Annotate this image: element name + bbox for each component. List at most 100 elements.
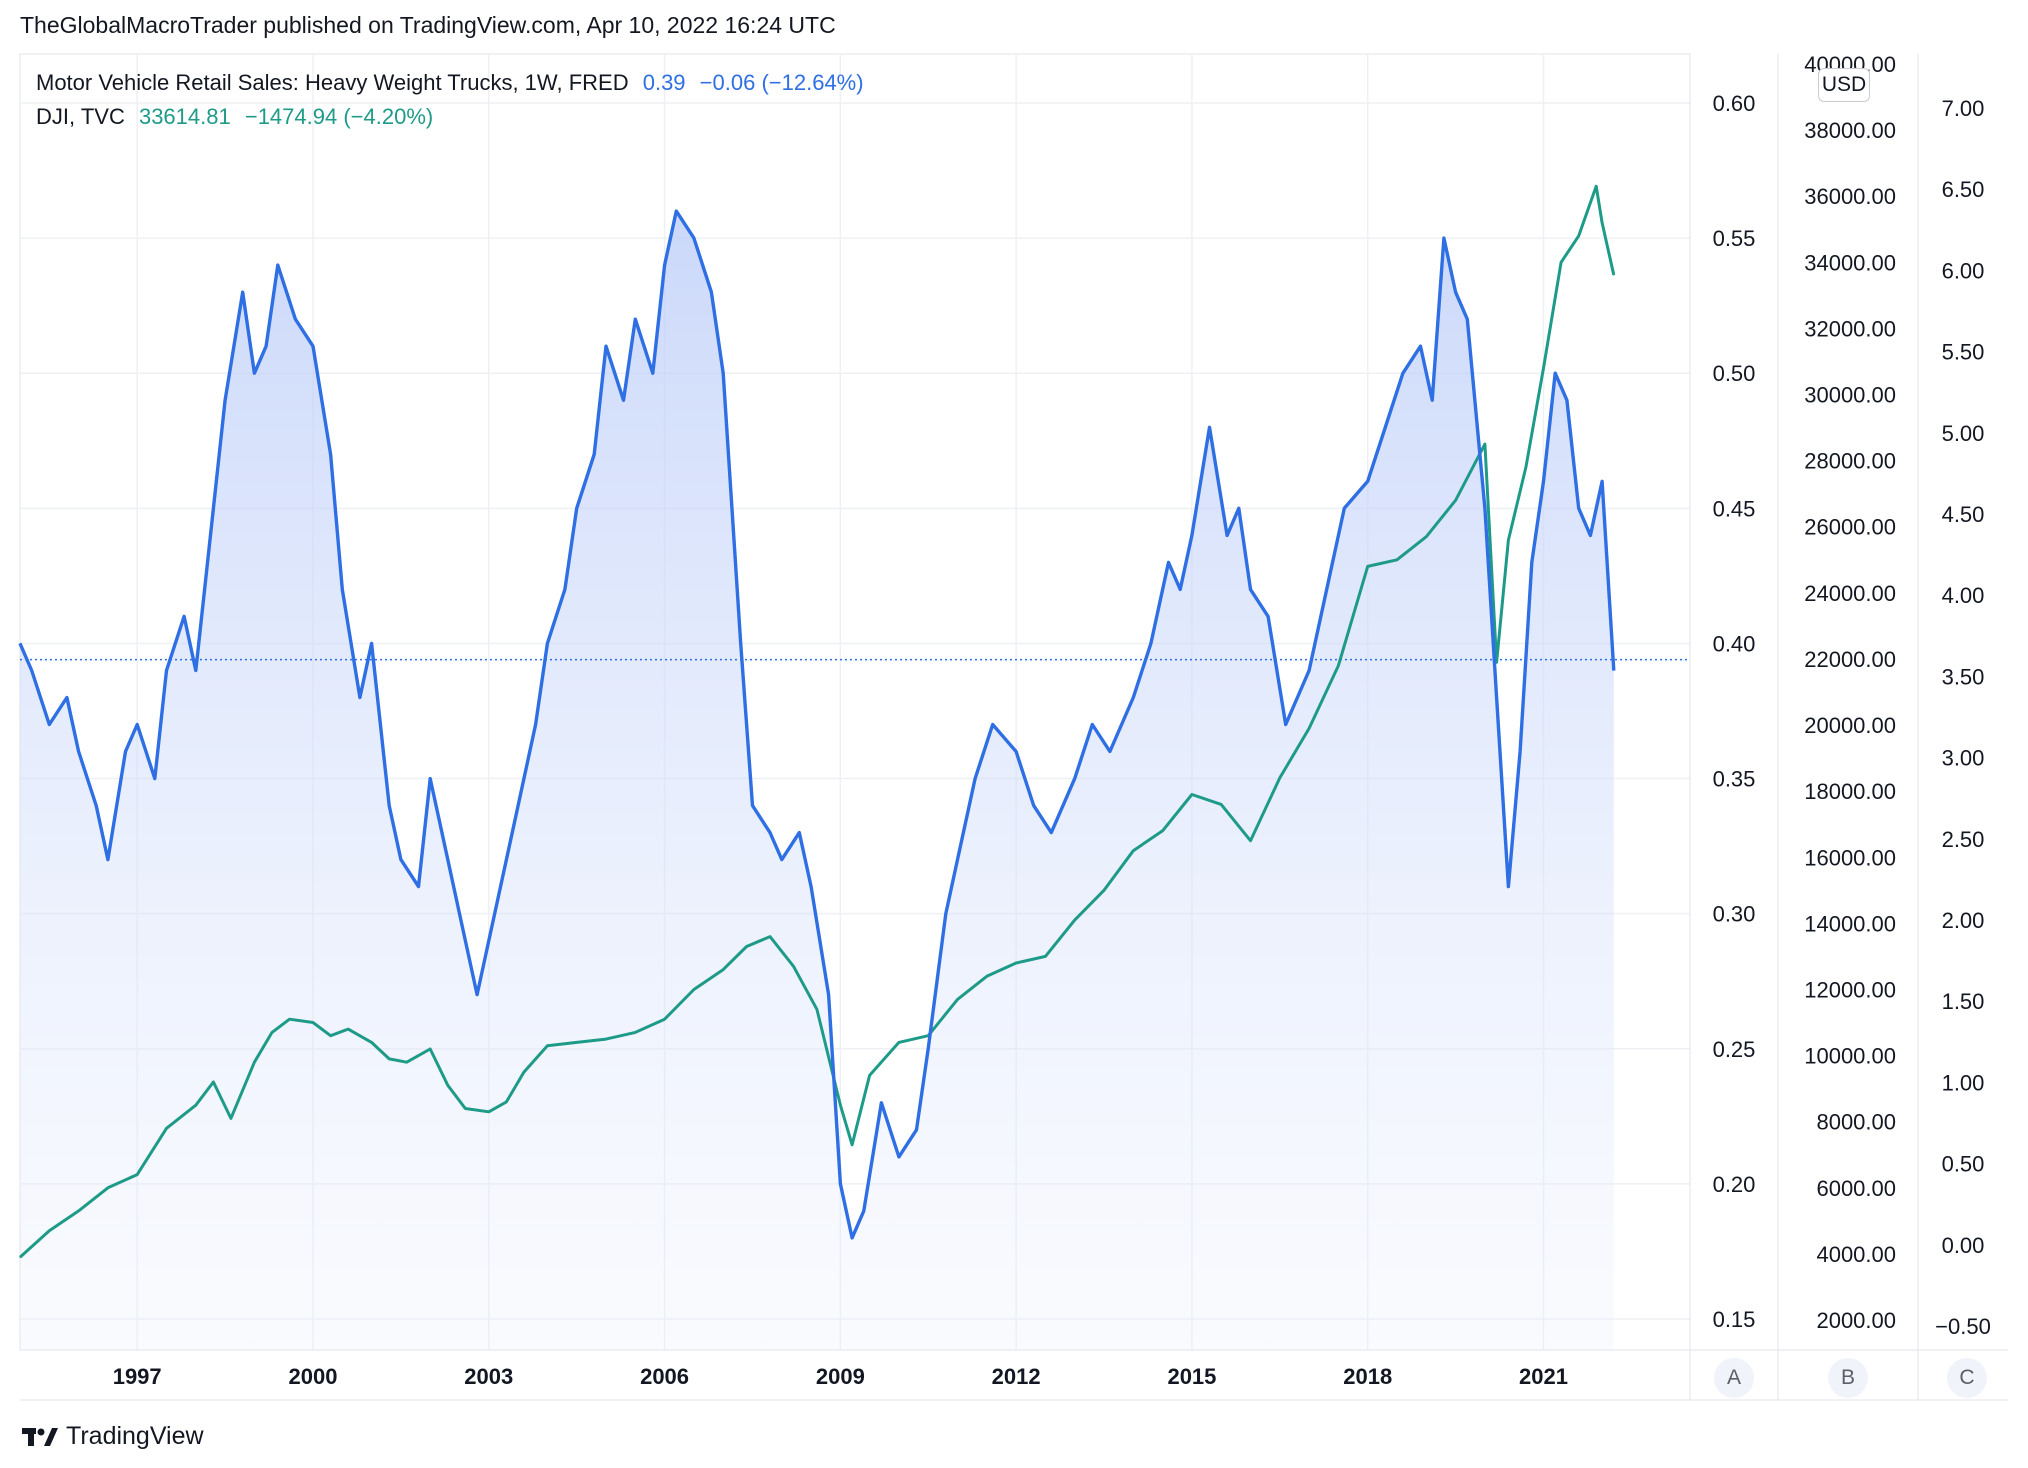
trucks-data-point xyxy=(1074,778,1076,780)
trucks-data-point xyxy=(1519,751,1521,753)
dji-data-point xyxy=(289,1018,291,1020)
legend-dji[interactable]: DJI, TVC 33614.81 −1474.94 (−4.20%) xyxy=(36,104,441,130)
dji-data-point xyxy=(1044,955,1046,957)
trucks-data-point xyxy=(863,1210,865,1212)
dji-data-point xyxy=(986,975,988,977)
x-tick-label: 2006 xyxy=(640,1364,689,1389)
axis-b-tick-label: 18000.00 xyxy=(1804,779,1896,804)
trucks-data-point xyxy=(476,994,478,996)
trucks-data-point xyxy=(458,913,460,915)
trucks-data-point xyxy=(593,453,595,455)
dji-data-point xyxy=(1507,539,1509,541)
legend-trucks-name: Motor Vehicle Retail Sales: Heavy Weight… xyxy=(36,70,629,95)
axis-a-labels: 0.60 0.55 0.50 0.45 0.40 0.35 0.30 0.25 0.20 0.15 xyxy=(1713,91,1756,1332)
trucks-data-point xyxy=(693,237,695,239)
axis-b-tick-label: 6000.00 xyxy=(1816,1176,1896,1201)
trucks-data-point xyxy=(634,318,636,320)
x-tick-label: 2000 xyxy=(289,1364,338,1389)
dji-data-point xyxy=(546,1045,548,1047)
x-tick-label: 2003 xyxy=(464,1364,513,1389)
trucks-data-point xyxy=(1484,507,1486,509)
trucks-data-point xyxy=(751,805,753,807)
trucks-data-point xyxy=(1419,345,1421,347)
publisher-line: TheGlobalMacroTrader published on Tradin… xyxy=(20,12,836,38)
trucks-data-point xyxy=(957,859,959,861)
dji-data-point xyxy=(816,1008,818,1010)
trucks-data-point xyxy=(242,291,244,293)
dji-data-point xyxy=(388,1058,390,1060)
dji-data-point xyxy=(505,1101,507,1103)
dji-data-point xyxy=(195,1104,197,1106)
axis-b-tick-label: 20000.00 xyxy=(1804,713,1896,738)
dji-data-point xyxy=(464,1107,466,1109)
axis-c-tick-label: 1.50 xyxy=(1942,989,1985,1014)
trucks-data-point xyxy=(1050,832,1052,834)
trucks-data-point xyxy=(898,1156,900,1158)
dji-data-point xyxy=(1367,565,1369,567)
axis-a-tick-label: 0.50 xyxy=(1713,361,1756,386)
trucks-data-point xyxy=(851,1237,853,1239)
dji-series-line[interactable] xyxy=(18,184,1616,1259)
trucks-data-point xyxy=(78,751,80,753)
axis-b-labels: 40000.0038000.0036000.0034000.0032000.00… xyxy=(1804,52,1896,1333)
trucks-data-point xyxy=(95,805,97,807)
trucks-data-point xyxy=(1179,588,1181,590)
dji-data-point xyxy=(136,1174,138,1176)
trucks-data-point xyxy=(19,642,21,644)
x-tick-label: 2015 xyxy=(1167,1364,1216,1389)
trucks-data-point xyxy=(107,859,109,861)
dji-data-point xyxy=(927,1035,929,1037)
trucks-data-point xyxy=(1589,534,1591,536)
dji-data-point xyxy=(523,1071,525,1073)
axis-c-tick-label: 4.00 xyxy=(1942,583,1985,608)
trucks-data-point xyxy=(1326,588,1328,590)
axis-b-tick-label: 26000.00 xyxy=(1804,515,1896,540)
trucks-data-point xyxy=(1384,426,1386,428)
axis-b-tick-label: 32000.00 xyxy=(1804,316,1896,341)
dji-data-point xyxy=(1132,850,1134,852)
footer-brand[interactable]: TradingView xyxy=(22,1422,204,1451)
trucks-data-point xyxy=(212,507,214,509)
axis-c-tick-label: 2.00 xyxy=(1942,908,1985,933)
x-tick-label: 2009 xyxy=(816,1364,865,1389)
legend-dji-value: 33614.81 xyxy=(138,104,231,129)
dji-data-point xyxy=(488,1111,490,1113)
axis-a-tick-label: 0.60 xyxy=(1713,91,1756,116)
trucks-data-point xyxy=(992,724,994,726)
dji-data-point xyxy=(1601,222,1603,224)
trucks-data-point xyxy=(535,724,537,726)
trucks-data-point xyxy=(1285,724,1287,726)
trucks-data-point xyxy=(265,345,267,347)
trucks-data-point xyxy=(154,778,156,780)
axis-b-tick-label: 14000.00 xyxy=(1804,911,1896,936)
tradingview-logo-icon xyxy=(22,1426,58,1448)
trucks-data-point xyxy=(1507,886,1509,888)
legend-dji-name: DJI, TVC xyxy=(36,104,125,129)
legend-trucks[interactable]: Motor Vehicle Retail Sales: Heavy Weight… xyxy=(36,70,872,96)
axis-button-b[interactable]: B xyxy=(1828,1358,1868,1398)
trucks-data-point xyxy=(1431,399,1433,401)
dji-data-point xyxy=(769,936,771,938)
dji-data-point xyxy=(48,1230,50,1232)
dji-data-point xyxy=(898,1041,900,1043)
trucks-data-point xyxy=(1554,372,1556,374)
axis-a-tick-label: 0.35 xyxy=(1713,767,1756,792)
dji-data-point xyxy=(1396,559,1398,561)
trucks-data-point xyxy=(48,724,50,726)
dji-data-point xyxy=(1525,466,1527,468)
trucks-data-point xyxy=(371,642,373,644)
axis-a-tick-label: 0.20 xyxy=(1713,1172,1756,1197)
dji-data-point xyxy=(1308,727,1310,729)
dji-data-point xyxy=(693,988,695,990)
axis-button-c[interactable]: C xyxy=(1947,1358,1987,1398)
axis-b-tick-label: 4000.00 xyxy=(1816,1242,1896,1267)
axis-button-a[interactable]: A xyxy=(1714,1358,1754,1398)
dji-data-point xyxy=(271,1031,273,1033)
dji-data-point xyxy=(1613,274,1615,276)
trucks-data-point xyxy=(1531,561,1533,563)
trucks-data-point xyxy=(183,615,185,617)
trucks-data-point xyxy=(652,372,654,374)
axis-c-tick-label: 2.50 xyxy=(1942,827,1985,852)
currency-badge[interactable]: USD xyxy=(1818,68,1870,102)
